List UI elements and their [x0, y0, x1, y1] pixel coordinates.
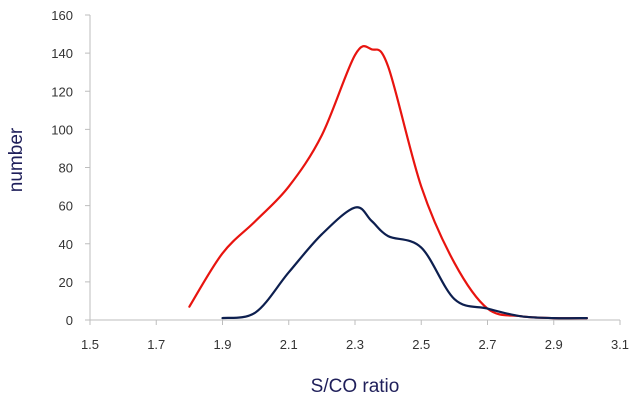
- series-line-1: [188, 45, 588, 320]
- y-tick-label: 20: [59, 275, 73, 290]
- y-tick-label: 160: [51, 8, 73, 23]
- tick-labels: 1.5 1.7 1.9 2.1 2.3 2.5 2.7 2.9 3.1 0 20 40 60 80 100 1…: [51, 8, 629, 352]
- y-tick-label: 120: [51, 84, 73, 99]
- x-tick-label: 2.3: [346, 337, 364, 352]
- x-tick-label: 1.5: [81, 337, 99, 352]
- x-axis-title: S/CO ratio: [311, 376, 400, 397]
- y-tick-label: 80: [59, 161, 73, 176]
- x-tick-label: 2.1: [280, 337, 298, 352]
- y-tick-label: 0: [66, 313, 73, 328]
- y-tick-label: 100: [51, 122, 73, 137]
- axes: [85, 14, 621, 325]
- y-tick-label: 60: [59, 199, 73, 214]
- y-axis-title: number: [6, 127, 27, 192]
- x-tick-label: 2.9: [545, 337, 563, 352]
- x-tick-label: 2.7: [478, 337, 496, 352]
- series-line-2: [221, 206, 588, 320]
- x-tick-label: 2.5: [412, 337, 430, 352]
- x-tick-label: 1.9: [213, 337, 231, 352]
- x-tick-label: 3.1: [611, 337, 629, 352]
- y-tick-label: 140: [51, 46, 73, 61]
- y-tick-label: 40: [59, 237, 73, 252]
- x-tick-label: 1.7: [147, 337, 165, 352]
- series-lines: [188, 45, 588, 320]
